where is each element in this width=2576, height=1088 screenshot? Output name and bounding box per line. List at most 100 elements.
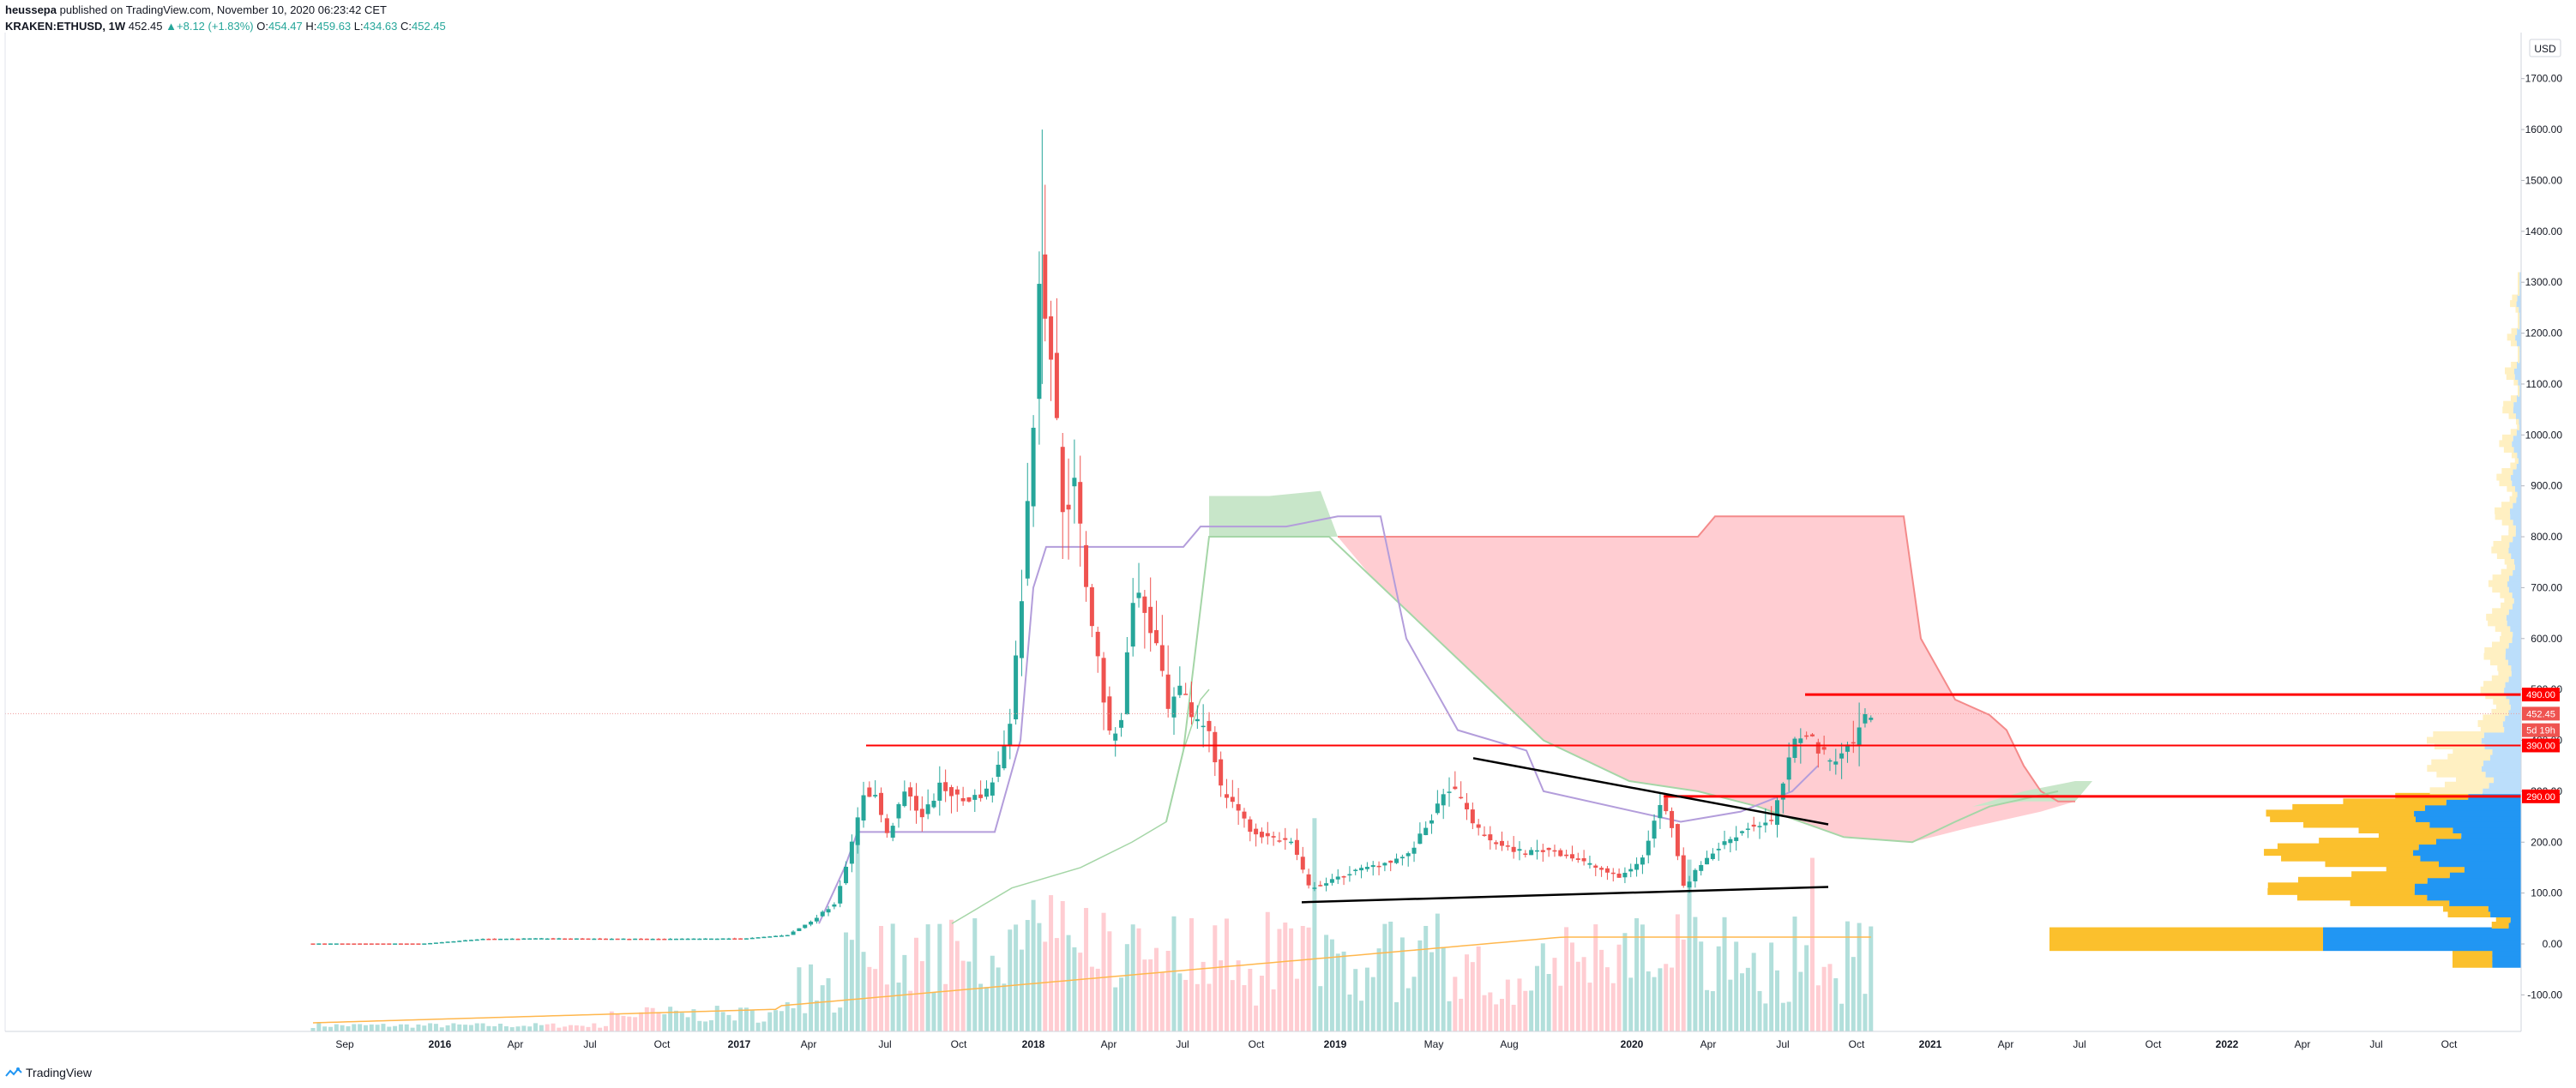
vp-bar-sell: [2501, 502, 2513, 509]
vp-bar-buy: [2323, 944, 2521, 952]
volume-bar: [580, 1025, 585, 1031]
vp-bar-buy: [2413, 849, 2521, 857]
candle-body: [1710, 853, 1715, 859]
vp-bar-sell: [2267, 882, 2415, 890]
candle-body: [844, 866, 849, 884]
volume-bar: [1043, 941, 1048, 1031]
candle-body: [1031, 427, 1036, 507]
volume-bar: [1581, 957, 1586, 1031]
volume-bar: [1546, 973, 1551, 1031]
volume-bar: [1640, 924, 1645, 1031]
price-label-text: 490.00: [2526, 690, 2555, 700]
vp-bar-buy: [2514, 563, 2521, 571]
candle-body: [1863, 713, 1868, 724]
volume-bar: [1306, 927, 1311, 1031]
candle-body: [1300, 857, 1305, 870]
vp-bar-buy: [2507, 619, 2521, 627]
drawings[interactable]: [5, 693, 2521, 904]
candle-body: [463, 940, 468, 942]
volume-bar: [1664, 964, 1669, 1031]
volume-bar: [1066, 935, 1071, 1031]
candle-body: [1593, 865, 1598, 869]
volume-bar: [1329, 939, 1334, 1031]
candle-body: [1857, 727, 1862, 746]
volume-bar: [310, 1027, 316, 1031]
volume-bar: [1745, 967, 1750, 1031]
candle-body: [902, 791, 907, 807]
vp-bar-buy: [2513, 468, 2521, 476]
candle-body: [1142, 596, 1147, 613]
vp-bar-sell: [2049, 927, 2323, 935]
volume-bar: [1517, 978, 1522, 1031]
vp-bar-buy: [2481, 736, 2521, 744]
cloud-bull-2018: [1209, 490, 1338, 538]
volume-bar: [972, 918, 978, 1031]
candle-body: [1183, 694, 1189, 695]
candle-body: [1511, 846, 1516, 852]
vp-bar-sell: [2507, 484, 2516, 492]
price-tick-label: 1200.00: [2525, 328, 2563, 340]
candle-body: [1687, 881, 1692, 888]
vp-bar-sell: [2507, 563, 2515, 571]
high-label: H:: [305, 20, 317, 33]
volume-bar: [1646, 971, 1651, 1031]
vp-bar-sell: [2480, 686, 2505, 694]
volume-bar: [398, 1024, 403, 1031]
candle-body: [1616, 873, 1622, 878]
time-tick-label: Jul: [583, 1038, 596, 1050]
vp-bar-buy: [2508, 574, 2521, 582]
price-tick-label: 1100.00: [2526, 378, 2563, 390]
vp-bar-sell: [2483, 681, 2506, 688]
time-axis[interactable]: Sep 2016 Apr Jul Oct 2017 Apr Jul Oct 2018 Apr Jul O…: [335, 1038, 2458, 1050]
candle-body: [1283, 838, 1288, 840]
candle-body: [316, 943, 322, 945]
volume-bar: [1728, 979, 1733, 1031]
candle-body: [1019, 601, 1024, 658]
volume-bar: [937, 923, 942, 1031]
volume-bar: [1845, 921, 1850, 1031]
candle-body: [1335, 876, 1340, 880]
vp-bar-buy: [2510, 507, 2521, 514]
volume-bar: [1236, 960, 1241, 1031]
volume-bar: [316, 1023, 322, 1031]
volume-bar: [416, 1024, 421, 1031]
candle-body: [1552, 850, 1557, 852]
vp-bar-buy: [2505, 681, 2521, 688]
vp-bar-buy: [2481, 765, 2521, 772]
vp-bar-sell: [2518, 389, 2520, 397]
vp-bar-buy: [2519, 418, 2521, 425]
vp-bar-sell: [2493, 697, 2510, 705]
price-tick-label: 1700.00: [2525, 73, 2563, 85]
candle-body: [656, 938, 661, 941]
vp-bar-buy: [2514, 373, 2521, 381]
candle-body: [1540, 850, 1545, 852]
volume-bar: [761, 1021, 767, 1031]
vp-bar-buy: [2490, 910, 2521, 917]
senkou-span-a: [1165, 536, 2059, 844]
author-name: heussepa: [5, 3, 57, 16]
candle-body: [1581, 858, 1586, 862]
volume-bar: [1060, 900, 1065, 1031]
vp-bar-sell: [2491, 922, 2509, 929]
candle-body: [1804, 735, 1809, 737]
volume-bar: [1113, 987, 1118, 1031]
candle-body: [896, 803, 901, 819]
volume-bar: [948, 919, 954, 1031]
volume-bar: [1189, 917, 1194, 1031]
vp-bar-buy: [2510, 624, 2521, 632]
vp-bar-buy: [2492, 748, 2521, 755]
volume-bar: [609, 1011, 614, 1031]
volume-bar: [1470, 962, 1475, 1031]
volume-bar: [1183, 979, 1189, 1031]
candle-body: [1622, 873, 1628, 878]
price-axis[interactable]: 1700.00 1600.00 1500.00 1400.00 1300.00 1200.…: [4, 33, 2563, 1032]
symbol-name: KRAKEN:ETHUSD, 1W: [5, 20, 126, 33]
vp-bar-sell: [2496, 473, 2511, 481]
vp-bar-buy: [2492, 960, 2521, 968]
candle-body: [1745, 828, 1750, 830]
senkou-span-b: [1338, 515, 2075, 802]
volume-bar: [1300, 926, 1305, 1031]
vp-bar-buy: [2507, 580, 2521, 587]
candle-body: [679, 938, 684, 941]
